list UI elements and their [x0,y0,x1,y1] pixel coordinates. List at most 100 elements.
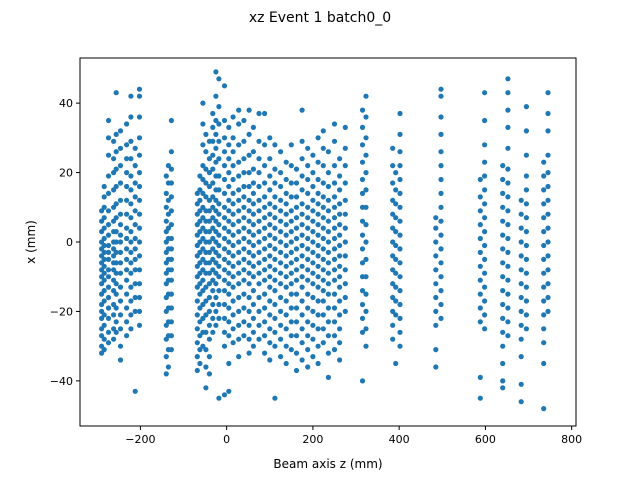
data-point [363,187,369,193]
data-point [545,183,551,190]
data-point [518,308,524,314]
data-point [299,242,305,249]
data-point [206,294,212,301]
data-point [105,305,112,311]
data-point [213,131,219,137]
data-point [124,277,130,283]
data-point [210,315,216,321]
data-point [105,315,112,321]
data-point [397,110,403,117]
data-point [363,204,369,210]
data-point [210,225,216,231]
data-point [230,298,236,304]
data-point [482,242,488,249]
data-point [197,239,203,245]
data-point [433,215,439,221]
data-point [101,277,107,283]
data-point [101,270,107,276]
data-point [267,263,273,269]
data-point [541,256,547,262]
data-point [320,235,326,242]
data-point [310,197,316,203]
data-point [117,128,124,134]
data-point [541,187,547,193]
data-point [315,253,321,259]
data-point [477,222,483,228]
data-point [230,176,236,183]
data-point [293,319,300,325]
data-point [200,343,206,349]
data-point [124,183,130,190]
data-point [250,301,256,308]
data-point [236,229,242,235]
data-point [206,322,212,328]
data-point [331,267,338,273]
data-point [545,267,551,273]
data-point [226,197,232,203]
data-point [541,242,547,249]
data-point [363,135,369,141]
data-point [117,163,124,169]
data-point [101,215,107,221]
data-point [363,114,369,120]
data-point [241,246,247,252]
data-point [438,149,444,155]
data-point [342,225,348,231]
data-point [226,229,232,235]
data-point [310,336,316,342]
data-point [101,194,107,200]
data-point [283,343,289,349]
data-point [433,347,439,353]
data-point [226,124,232,130]
data-point [206,371,212,377]
data-point [320,246,326,252]
data-point [241,183,247,190]
data-point [438,246,444,252]
data-point [518,336,524,342]
data-point [230,263,236,269]
data-point [262,180,268,186]
data-point [262,110,268,117]
data-point [272,256,278,262]
data-point [213,145,219,151]
data-point [200,315,206,321]
data-point [359,329,366,335]
data-point [230,149,236,155]
data-point [390,253,396,259]
data-point [315,263,321,269]
data-point [315,343,321,349]
data-point [105,222,112,228]
data-point [288,291,294,297]
data-point [136,170,143,176]
data-point [105,284,112,290]
data-point [337,232,343,238]
data-point [197,218,203,224]
data-point [518,294,524,301]
data-point [101,235,107,242]
data-point [210,166,216,172]
data-point [390,197,396,203]
data-point [283,211,289,217]
data-point [363,274,369,280]
data-point [325,374,331,380]
data-point [397,176,403,183]
data-point [101,256,107,262]
data-point [293,180,300,186]
data-point [128,270,134,276]
data-point [250,253,256,259]
data-point [363,239,369,245]
data-point [477,208,483,214]
data-point [342,124,348,130]
data-point [216,288,222,294]
data-point [278,149,284,155]
data-point [500,288,506,294]
data-point [117,232,124,238]
data-point [272,235,278,242]
data-point [168,319,174,325]
data-point [168,347,174,353]
data-point [256,322,262,328]
data-point [545,253,551,259]
data-point [101,263,107,269]
data-point [278,197,284,203]
data-point [283,284,289,290]
